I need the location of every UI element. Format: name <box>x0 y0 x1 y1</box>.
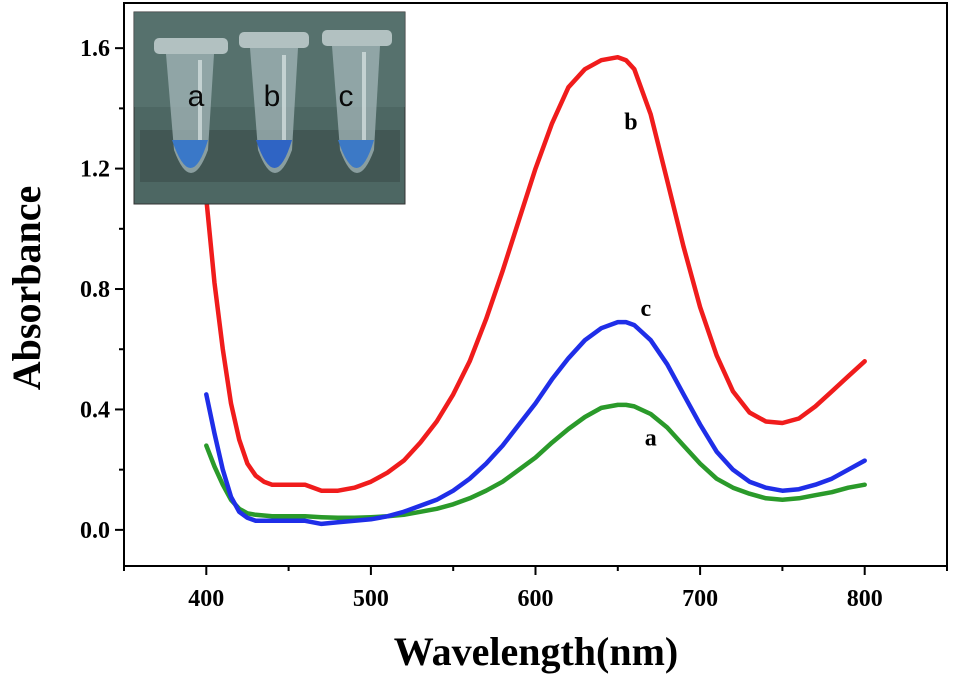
series-a-line <box>204 402 867 521</box>
tube-a-icon <box>154 38 228 173</box>
x-tick-label: 700 <box>682 586 718 612</box>
tube-label-a: a <box>188 80 205 113</box>
tube-label-b: b <box>264 80 281 113</box>
y-tick-label: 0.4 <box>80 397 110 423</box>
x-axis-ticks: 400 500 600 700 800 <box>123 566 948 612</box>
curve-label-c: c <box>640 296 651 322</box>
curve-labels: b c a <box>624 109 656 451</box>
x-tick-label: 500 <box>353 586 389 612</box>
y-axis-title: Absorbance <box>4 186 49 390</box>
curve-label-b: b <box>624 109 637 135</box>
y-axis-ticks: 0.0 0.4 0.8 1.2 1.6 <box>80 36 124 544</box>
y-tick-label: 0.8 <box>80 277 110 303</box>
tube-label-c: c <box>339 80 354 113</box>
y-tick-label: 1.2 <box>80 157 110 183</box>
x-tick-label: 800 <box>847 586 883 612</box>
x-axis-title: Wavelength(nm) <box>394 629 678 674</box>
tube-b-icon <box>239 32 309 173</box>
series-layer <box>204 54 867 527</box>
series-c-line <box>204 319 867 527</box>
curve-label-a: a <box>645 426 657 452</box>
x-tick-label: 600 <box>518 586 554 612</box>
y-tick-label: 1.6 <box>80 36 110 62</box>
x-tick-label: 400 <box>188 586 224 612</box>
series-b-line <box>204 54 867 493</box>
tube-c-icon <box>322 30 392 173</box>
inset-photo: a b c <box>133 11 406 205</box>
y-tick-label: 0.0 <box>80 518 110 544</box>
